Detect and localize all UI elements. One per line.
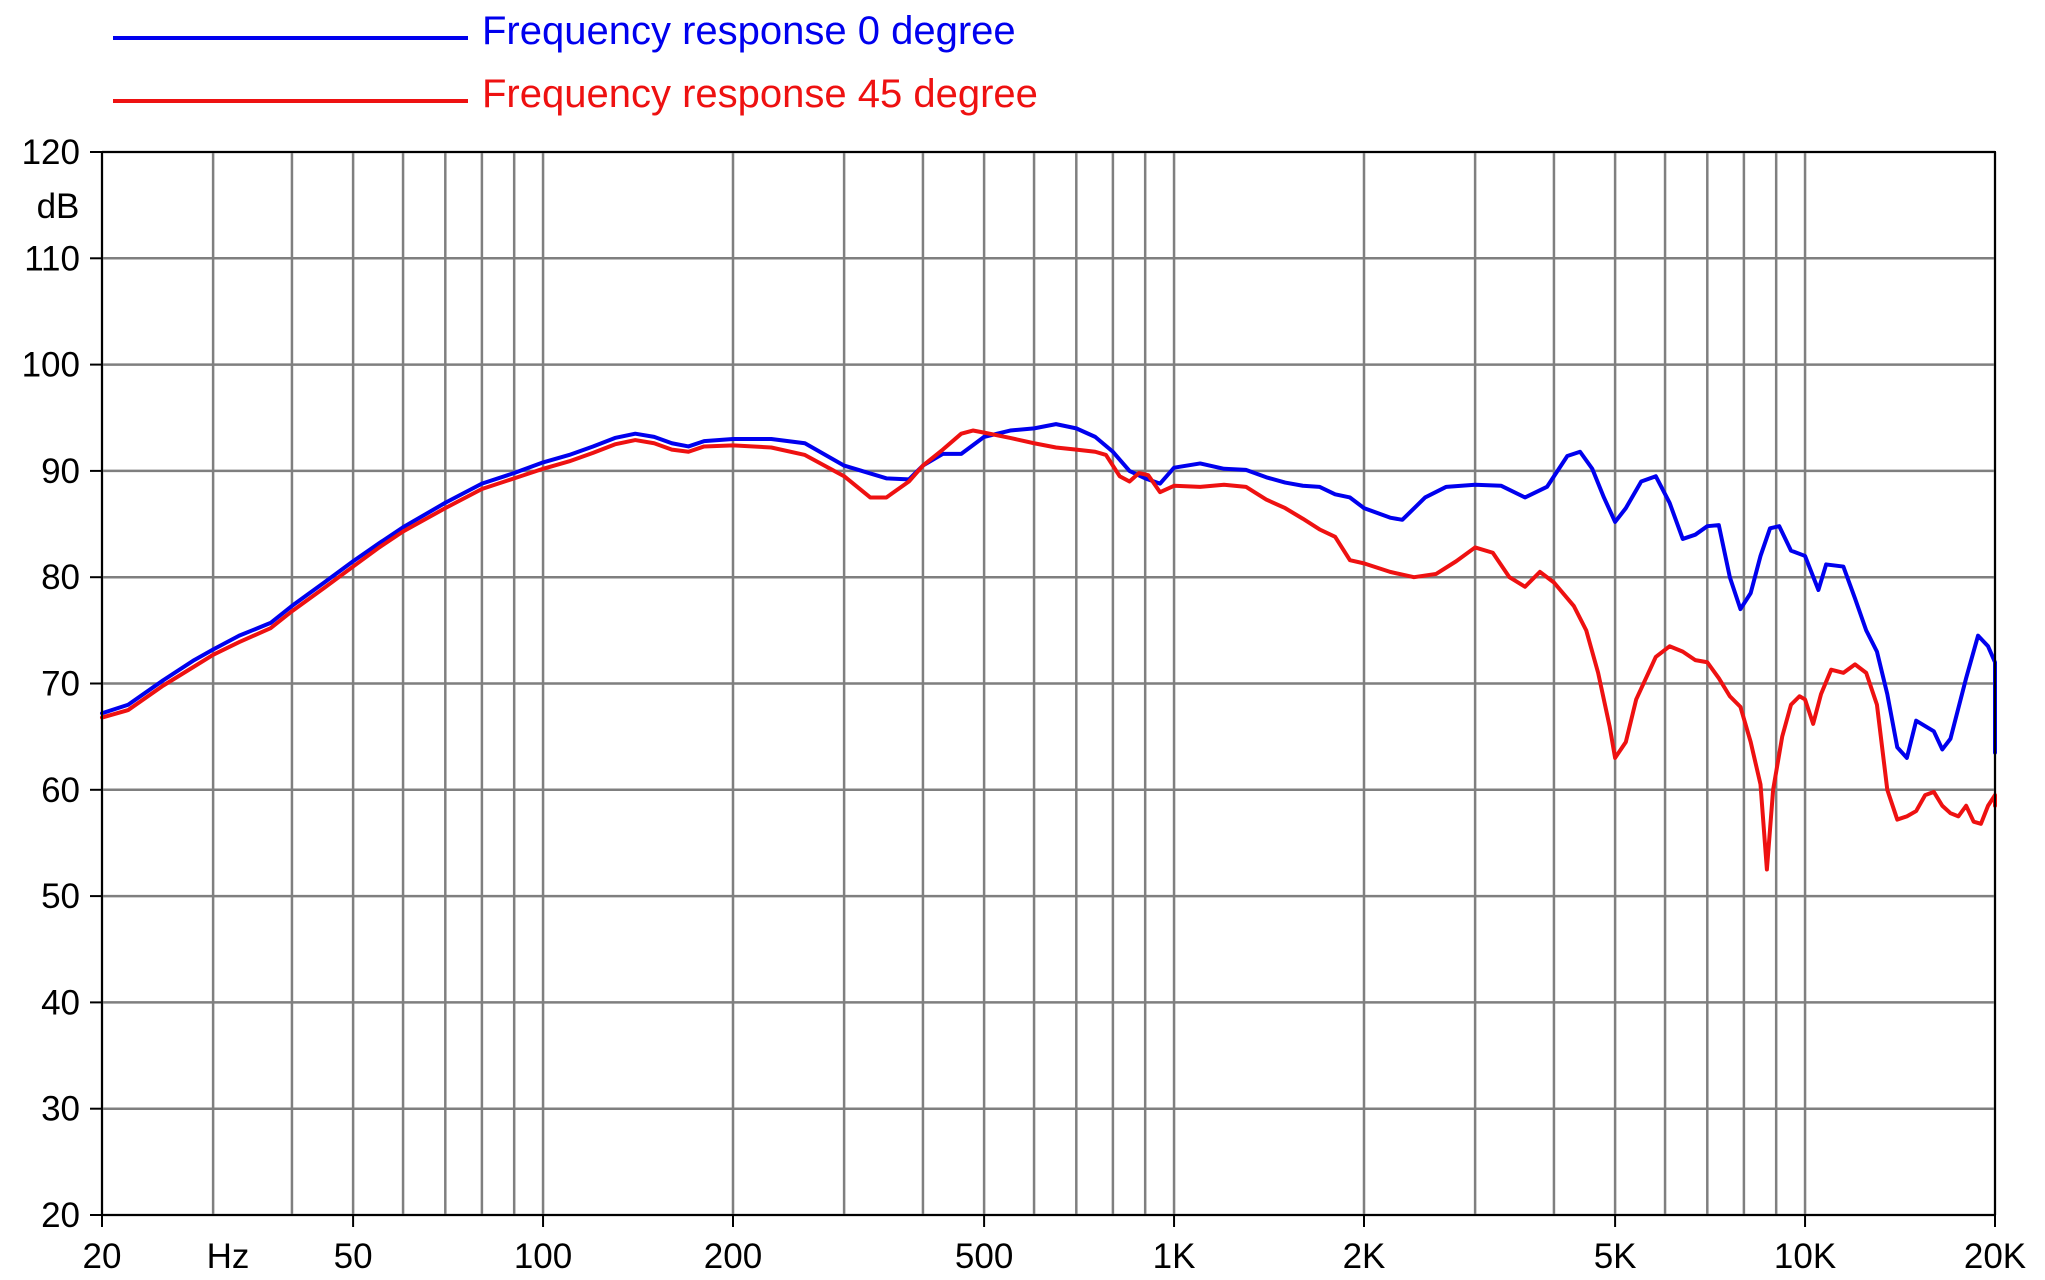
y-tick-label: 100 <box>22 346 80 385</box>
grid-layer <box>100 150 1997 1217</box>
legend: Frequency response 0 degree Frequency res… <box>113 9 1038 116</box>
y-tick-label: 60 <box>41 771 80 810</box>
x-unit-label: Hz <box>207 1237 250 1276</box>
x-tick-label: 20 <box>83 1237 122 1276</box>
x-tick-label: 50 <box>334 1237 373 1276</box>
legend-label-0: Frequency response 0 degree <box>482 9 1016 53</box>
y-tick-label: 110 <box>24 239 80 278</box>
x-tick-label: 10K <box>1774 1237 1836 1276</box>
legend-label-1: Frequency response 45 degree <box>482 72 1038 116</box>
y-axis-ticks: 120 110 100 90 80 70 60 50 40 30 20 <box>22 133 102 1235</box>
series-layer <box>100 422 1997 872</box>
x-tick-label: 5K <box>1594 1237 1637 1276</box>
series-line-0 <box>100 422 1997 760</box>
x-tick-label: 1K <box>1153 1237 1196 1276</box>
y-tick-label: 90 <box>41 452 80 491</box>
x-tick-label: 100 <box>514 1237 572 1276</box>
x-tick-label: 20K <box>1964 1237 2026 1276</box>
y-tick-label: 20 <box>41 1196 80 1235</box>
y-tick-label: 50 <box>41 877 80 916</box>
y-unit-label: dB <box>37 187 80 226</box>
y-tick-label: 70 <box>41 665 80 704</box>
x-tick-label: 500 <box>955 1237 1013 1276</box>
y-tick-label: 40 <box>41 983 80 1022</box>
series-line-1 <box>100 428 1997 872</box>
y-tick-label: 30 <box>41 1090 80 1129</box>
x-tick-label: 200 <box>704 1237 762 1276</box>
x-axis-ticks: 20 50 100 200 500 1K 2K 5K 10K 20K <box>83 1215 2026 1276</box>
y-tick-label: 80 <box>41 558 80 597</box>
x-tick-label: 2K <box>1343 1237 1386 1276</box>
y-tick-label: 120 <box>22 133 80 172</box>
